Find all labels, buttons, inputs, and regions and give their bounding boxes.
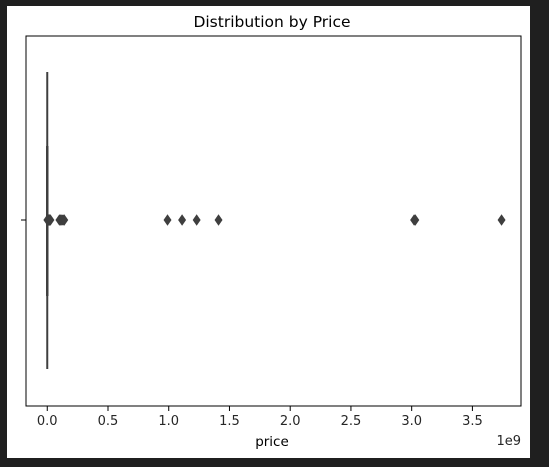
x-tick-label: 2.5 bbox=[341, 414, 362, 429]
outlier-point bbox=[46, 214, 55, 226]
outlier-point bbox=[192, 214, 201, 226]
outlier-point bbox=[60, 214, 69, 226]
outlier-point bbox=[411, 214, 420, 226]
chart-title: Distribution by Price bbox=[193, 13, 350, 31]
outlier-point bbox=[214, 214, 223, 226]
x-tick-label: 0.5 bbox=[98, 414, 119, 429]
x-tick-label: 0.0 bbox=[37, 414, 58, 429]
outlier-point bbox=[497, 214, 506, 226]
figure: Distribution by Price 0.0 0.5 1.0 1.5 2.0 2.5… bbox=[7, 6, 530, 458]
outlier-point bbox=[178, 214, 187, 226]
x-axis-offset-text: 1e9 bbox=[496, 434, 521, 449]
outlier-point bbox=[163, 214, 172, 226]
x-tick-label: 3.5 bbox=[462, 414, 483, 429]
x-tick-label: 1.0 bbox=[158, 414, 179, 429]
x-tick-label: 2.0 bbox=[280, 414, 301, 429]
x-axis-ticks: 0.0 0.5 1.0 1.5 2.0 2.5 3.0 3.5 bbox=[37, 406, 483, 429]
x-axis-label: price bbox=[255, 434, 289, 450]
box-plot: Distribution by Price 0.0 0.5 1.0 1.5 2.0 2.5… bbox=[21, 13, 522, 450]
x-tick-label: 1.5 bbox=[219, 414, 240, 429]
axes-frame bbox=[25, 35, 522, 407]
x-tick-label: 3.0 bbox=[401, 414, 422, 429]
outliers bbox=[43, 214, 506, 226]
